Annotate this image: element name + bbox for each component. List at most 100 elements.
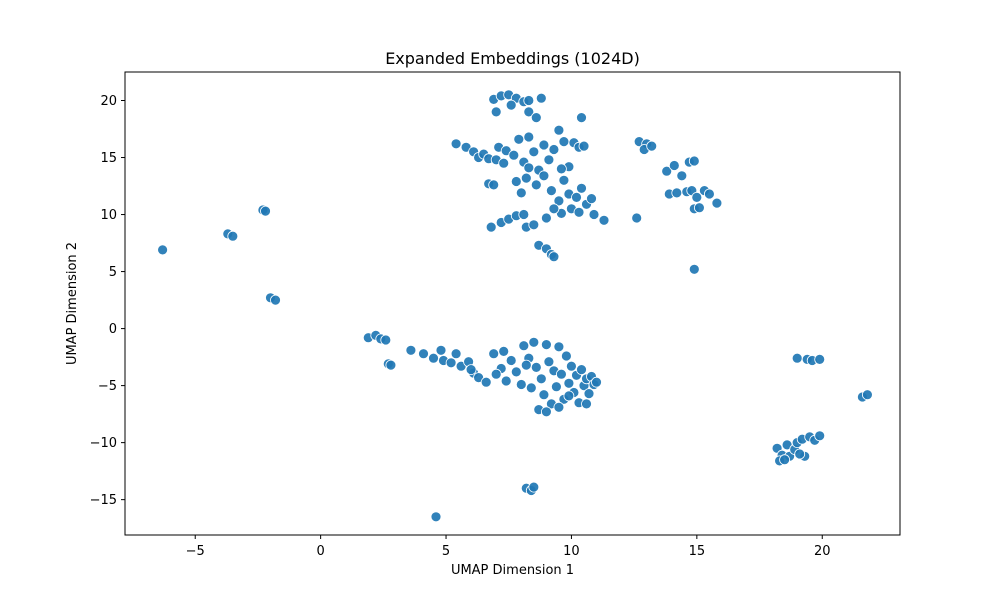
data-point (523, 162, 535, 174)
data-point (688, 263, 700, 275)
data-point (668, 160, 680, 171)
data-point (553, 195, 565, 207)
data-point (704, 188, 715, 200)
data-point (525, 382, 537, 394)
data-point (270, 294, 281, 306)
data-point (573, 206, 585, 218)
data-point (556, 368, 567, 380)
data-point (583, 388, 595, 400)
y-axis-title: UMAP Dimension 2 (65, 242, 80, 365)
x-tick-label: −5 (186, 544, 205, 559)
data-point (385, 359, 397, 371)
data-point (418, 348, 429, 360)
data-point (553, 341, 565, 353)
data-point (563, 377, 575, 389)
y-tick-label: −15 (90, 493, 117, 508)
data-point (523, 131, 535, 143)
data-point (581, 398, 592, 410)
data-point (691, 191, 703, 203)
data-point (711, 197, 723, 209)
data-point (428, 352, 439, 364)
data-point (591, 376, 602, 388)
data-point (541, 212, 552, 224)
y-tick-label: 0 (109, 322, 117, 337)
data-point (538, 170, 550, 182)
data-point (520, 359, 532, 371)
data-point (520, 172, 532, 184)
data-point (546, 185, 557, 197)
data-point (528, 481, 540, 493)
data-point (535, 92, 547, 104)
x-tick-label: 0 (316, 544, 324, 559)
data-point (779, 454, 790, 466)
data-point (528, 336, 540, 348)
data-point (561, 350, 572, 362)
data-point (571, 191, 582, 203)
data-point (553, 124, 565, 136)
data-point (490, 368, 502, 380)
x-tick-label: 5 (442, 544, 450, 559)
data-point (157, 244, 169, 256)
data-point (515, 187, 527, 199)
data-points (157, 89, 873, 523)
data-point (586, 193, 597, 205)
data-point (576, 182, 587, 194)
y-tick-label: 5 (109, 265, 117, 280)
data-point (505, 355, 517, 366)
data-point (405, 344, 417, 356)
data-point (631, 212, 643, 224)
y-tick-label: 10 (100, 208, 117, 223)
data-point (498, 345, 510, 357)
data-point (558, 174, 570, 186)
data-point (794, 448, 806, 460)
data-point (518, 340, 530, 352)
data-point (541, 339, 552, 351)
chart-title: Expanded Embeddings (1024D) (385, 49, 640, 68)
data-point (465, 364, 477, 376)
data-point (588, 209, 600, 220)
data-point (500, 375, 512, 387)
data-point (548, 251, 560, 263)
data-point (791, 352, 803, 364)
data-point (513, 133, 525, 145)
data-point (661, 165, 673, 177)
data-point (535, 373, 547, 385)
data-point (505, 99, 517, 111)
axis-ticks: −5 0 5 10 15 20 −15 −10 −5 0 5 10 15 20 (90, 94, 831, 559)
data-point (551, 381, 562, 393)
x-tick-label: 20 (814, 544, 831, 559)
data-point (518, 209, 530, 220)
data-point (510, 176, 522, 187)
data-point (450, 138, 462, 150)
data-point (523, 95, 535, 106)
data-point (508, 149, 520, 161)
data-point (488, 179, 500, 191)
data-point (498, 157, 510, 169)
data-point (445, 357, 457, 369)
data-point (485, 221, 497, 233)
data-point (435, 344, 447, 356)
data-point (530, 112, 542, 123)
data-point (814, 353, 826, 365)
data-point (548, 144, 560, 155)
data-point (528, 146, 540, 158)
plot-area (124, 71, 901, 536)
data-point (548, 203, 560, 215)
data-point (553, 401, 565, 413)
data-point (543, 154, 555, 166)
data-point (538, 139, 550, 151)
data-point (430, 511, 442, 523)
data-point (530, 361, 542, 373)
data-point (480, 376, 492, 388)
data-point (530, 179, 542, 191)
data-point (598, 214, 610, 226)
data-point (510, 366, 522, 378)
data-point (671, 187, 683, 199)
data-point (694, 202, 705, 214)
data-point (566, 360, 577, 372)
y-tick-label: −5 (98, 379, 117, 394)
data-point (260, 205, 271, 217)
data-point (676, 170, 688, 182)
data-point (227, 230, 239, 242)
